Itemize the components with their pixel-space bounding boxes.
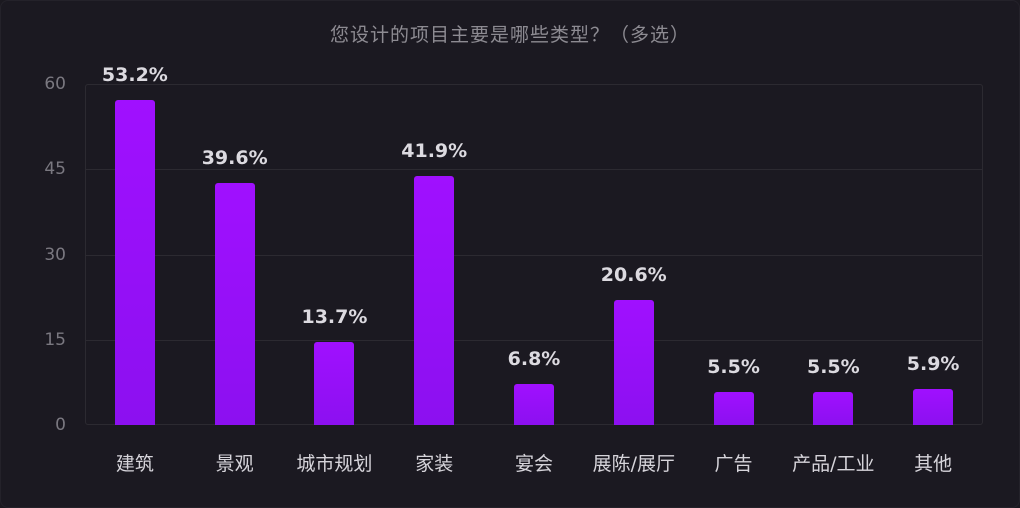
y-tick-label: 60 [44, 74, 66, 94]
x-tick-label: 广告 [714, 453, 753, 475]
bar[interactable] [214, 182, 255, 425]
y-tick-label: 45 [44, 159, 66, 180]
y-tick-label: 30 [44, 244, 66, 265]
bar[interactable] [514, 384, 554, 425]
data-label: 20.6% [600, 263, 667, 286]
bar[interactable] [314, 342, 355, 425]
data-label: 41.9% [401, 140, 468, 163]
x-tick-label: 展陈/展厅 [592, 453, 675, 475]
data-label: 13.7% [301, 306, 368, 329]
bar[interactable] [813, 392, 854, 425]
chart-title: 您设计的项目主要是哪些类型？（多选） [329, 24, 690, 46]
data-label: 5.9% [906, 353, 960, 376]
data-label: 5.5% [707, 356, 760, 379]
bar[interactable] [114, 99, 155, 425]
data-label: 5.5% [806, 356, 860, 379]
data-label: 6.8% [507, 348, 561, 371]
data-label: 53.2% [101, 63, 168, 86]
y-tick-label: 0 [55, 415, 66, 435]
data-label: 39.6% [201, 146, 268, 169]
bar[interactable] [414, 176, 455, 425]
bar[interactable] [913, 389, 954, 425]
x-tick-label: 家装 [415, 453, 454, 475]
x-tick-label: 建筑 [115, 453, 154, 475]
x-tick-label: 产品/工业 [792, 453, 875, 475]
x-tick-label: 其他 [914, 453, 953, 475]
x-tick-label: 城市规划 [296, 453, 373, 475]
gridline [85, 169, 983, 171]
gridline [85, 254, 983, 256]
x-tick-label: 景观 [215, 453, 254, 475]
x-tick-label: 宴会 [514, 453, 553, 475]
gridline [85, 339, 983, 341]
y-tick-label: 15 [44, 329, 66, 350]
bar[interactable] [613, 299, 654, 425]
bar[interactable] [713, 392, 754, 425]
